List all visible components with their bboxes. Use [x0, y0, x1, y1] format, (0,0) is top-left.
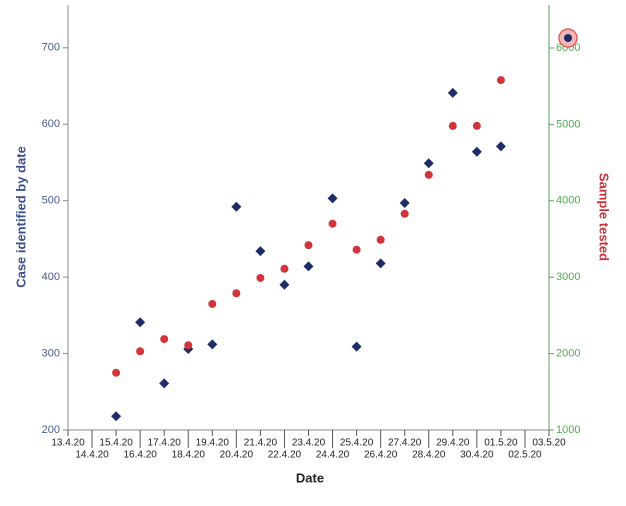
- data-point: [352, 245, 361, 254]
- x-tick-label: 30.4.20: [460, 450, 494, 461]
- data-point: [472, 121, 481, 130]
- data-point: [232, 289, 241, 298]
- x-tick-label: 15.4.20: [99, 438, 133, 449]
- x-tick-label: 25.4.20: [340, 438, 374, 449]
- x-tick-label: 14.4.20: [75, 450, 109, 461]
- data-point: [231, 201, 242, 212]
- x-tick-label: 20.4.20: [220, 450, 254, 461]
- x-tick-label: 27.4.20: [388, 438, 422, 449]
- y2-axis-title: Sample tested: [597, 173, 612, 261]
- x-tick-label: 21.4.20: [244, 438, 278, 449]
- y-tick-label: 500: [42, 195, 60, 207]
- x-tick-label: 22.4.20: [268, 450, 302, 461]
- y2-tick-label: 5000: [556, 118, 580, 130]
- x-tick-label: 01.5.20: [484, 438, 518, 449]
- x-tick-label: 24.4.20: [316, 450, 350, 461]
- highlight-dot: [564, 34, 572, 42]
- data-point: [256, 273, 265, 282]
- y2-tick-label: 2000: [556, 348, 580, 360]
- data-point: [376, 235, 385, 244]
- x-axis-title: Date: [296, 470, 324, 485]
- data-point: [112, 368, 121, 377]
- data-point: [135, 317, 146, 328]
- x-tick-label: 26.4.20: [364, 450, 398, 461]
- data-point: [111, 411, 122, 422]
- data-point: [448, 121, 457, 130]
- data-point: [136, 347, 145, 356]
- x-tick-label: 19.4.20: [196, 438, 230, 449]
- data-point: [495, 141, 506, 152]
- data-point: [327, 193, 338, 204]
- y-tick-label: 600: [42, 118, 60, 130]
- data-point: [424, 170, 433, 179]
- data-point: [303, 261, 314, 272]
- x-tick-label: 16.4.20: [123, 450, 157, 461]
- y-tick-label: 700: [42, 42, 60, 54]
- y-tick-label: 400: [42, 271, 60, 283]
- data-point: [207, 339, 218, 350]
- data-point: [184, 341, 193, 350]
- y-tick-label: 200: [42, 424, 60, 436]
- data-point: [328, 219, 337, 228]
- data-point: [279, 279, 290, 290]
- x-tick-label: 29.4.20: [436, 438, 470, 449]
- data-point: [159, 378, 170, 389]
- x-tick-label: 17.4.20: [148, 438, 182, 449]
- data-point: [351, 341, 362, 352]
- data-point: [496, 76, 505, 85]
- data-point: [400, 209, 409, 218]
- data-point: [208, 299, 217, 308]
- y-axis-title: Case identified by date: [13, 146, 28, 288]
- data-point: [471, 146, 482, 157]
- y2-tick-label: 1000: [556, 424, 580, 436]
- y-tick-label: 300: [42, 347, 60, 359]
- x-tick-label: 13.4.20: [51, 438, 85, 449]
- data-point: [423, 158, 434, 169]
- x-tick-label: 23.4.20: [292, 438, 326, 449]
- x-tick-label: 28.4.20: [412, 450, 446, 461]
- x-tick-label: 18.4.20: [172, 450, 206, 461]
- y2-tick-label: 4000: [556, 195, 580, 207]
- data-point: [255, 246, 266, 257]
- data-point: [375, 258, 386, 269]
- data-point: [304, 241, 313, 250]
- data-point: [160, 335, 169, 344]
- data-point: [280, 264, 289, 273]
- y2-tick-label: 3000: [556, 271, 580, 283]
- data-point: [447, 87, 458, 98]
- data-point: [399, 197, 410, 208]
- x-tick-label: 03.5.20: [532, 438, 566, 449]
- x-tick-label: 02.5.20: [508, 450, 542, 461]
